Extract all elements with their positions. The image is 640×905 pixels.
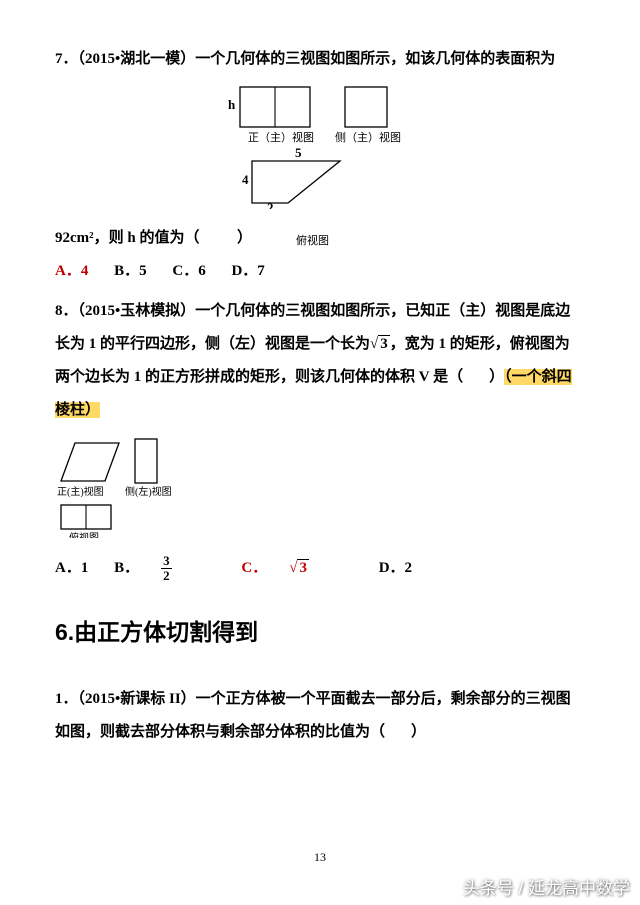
q8-front-label: 正(主)视图 <box>57 485 104 498</box>
q7-trap-left: 4 <box>242 172 249 187</box>
q1-l2b: ） <box>411 724 426 740</box>
q7-front-label: 正（主）视图 <box>248 130 314 144</box>
q1-l2: 如图，则截去部分体积与剩余部分体积的比值为（ <box>55 724 385 740</box>
q8-s2b: ，宽为 1 的矩形，俯视图为 <box>390 336 570 352</box>
q8-choice-c: C．√3 <box>241 560 353 576</box>
q8-choices: A．1 B．32 C．√3 D．2 <box>55 554 585 584</box>
q8-choice-a: A．1 <box>55 560 88 576</box>
q8-hl2: 棱柱） <box>55 402 100 418</box>
page: 7．（2015•湖北一模）一个几何体的三视图如图所示，如该几何体的表面积为 h … <box>0 0 640 785</box>
q7-choice-a: A．4 <box>55 263 88 279</box>
q8-choice-b: B．32 <box>114 560 216 576</box>
q7-top-w: 5 <box>295 145 302 160</box>
watermark: 头条号 / 延龙高中数学 <box>463 874 630 899</box>
q8-choice-d: D．2 <box>379 560 412 576</box>
q8-hl1: （一个斜四 <box>504 369 572 385</box>
q7-stem-2a: 92cm²，则 h 的值为（ <box>55 230 200 246</box>
q8-s1: 8．（2015•玉林模拟）一个几何体的三视图如图所示，已知正（主）视图是底边 <box>55 303 570 319</box>
q7-side-label: 侧（主）视图 <box>335 130 401 144</box>
q7-stem-row2: 92cm²，则 h 的值为（ ） 俯视图 <box>55 225 585 252</box>
q7-figure: h 正（主）视图 侧（主）视图 5 4 2 <box>55 79 585 219</box>
q8-top-label: 俯视图 <box>69 531 99 538</box>
q7-stem-1: 7．（2015•湖北一模）一个几何体的三视图如图所示，如该几何体的表面积为 <box>55 46 585 73</box>
q1-l1: 1．（2015•新课标 II）一个正方体被一个平面截去一部分后，剩余部分的三视图 <box>55 691 571 707</box>
q1-stem: 1．（2015•新课标 II）一个正方体被一个平面截去一部分后，剩余部分的三视图… <box>55 683 585 749</box>
q7-stem-2b: ） <box>237 230 252 246</box>
q7-choice-d: D．7 <box>231 263 264 279</box>
q7-top-label: 俯视图 <box>256 232 585 252</box>
q8-figure: 正(主)视图 侧(左)视图 俯视图 <box>55 433 585 548</box>
q7-h-label: h <box>228 97 236 112</box>
q8-s3a: 两个边长为 1 的正方形拼成的矩形，则该几何体的体积 V 是（ <box>55 369 463 385</box>
q7-choice-b: B．5 <box>114 263 147 279</box>
q8-stem: 8．（2015•玉林模拟）一个几何体的三视图如图所示，已知正（主）视图是底边 长… <box>55 295 585 427</box>
q7-choice-c: C．6 <box>172 263 205 279</box>
q8-side-label: 侧(左)视图 <box>125 485 172 498</box>
q7-trap-bottom: 2 <box>267 200 274 209</box>
section-6-title: 6.由正方体切割得到 <box>55 612 585 653</box>
q8-s3b: ） <box>489 369 504 385</box>
q8-s2a: 长为 1 的平行四边形，侧（左）视图是一个长为 <box>55 336 370 352</box>
q7-choices: A．4 B．5 C．6 D．7 <box>55 258 585 285</box>
q8-sqrt3: 3 <box>378 335 390 352</box>
page-number: 13 <box>0 850 640 865</box>
